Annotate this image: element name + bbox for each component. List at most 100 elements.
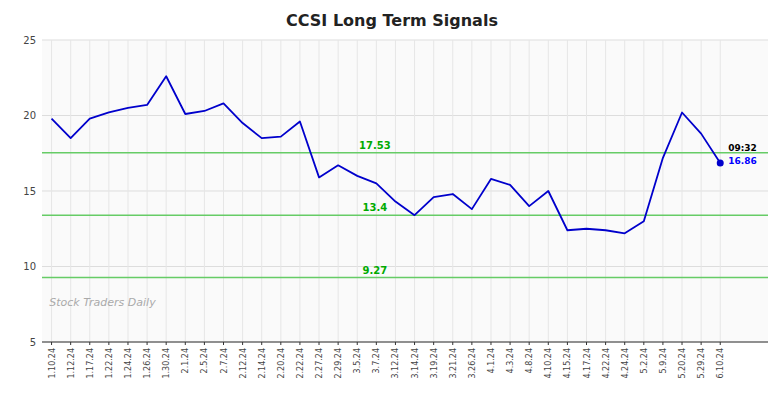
x-tick <box>223 342 224 345</box>
x-tick <box>204 342 205 345</box>
grid-line-x <box>280 40 281 342</box>
grid-line-x <box>701 40 702 342</box>
x-tick-label: 1.10.24 <box>48 348 57 379</box>
marks <box>42 76 768 277</box>
grid-line-x <box>395 40 396 342</box>
y-tick-label: 15 <box>23 186 36 197</box>
x-tick <box>51 342 52 345</box>
x-tick <box>586 342 587 345</box>
reference-label: 9.27 <box>362 265 387 276</box>
x-tick <box>605 342 606 345</box>
x-tick-label: 4.1.24 <box>487 348 496 373</box>
grid-line-x <box>299 40 300 342</box>
x-tick <box>108 342 109 345</box>
x-tick-label: 1.26.24 <box>143 348 152 379</box>
x-tick <box>682 342 683 345</box>
x-tick <box>357 342 358 345</box>
grid-line-x <box>357 40 358 342</box>
x-tick <box>662 342 663 345</box>
last-point <box>717 159 724 166</box>
y-tick-label: 25 <box>23 35 36 46</box>
x-tick <box>701 342 702 345</box>
x-tick-label: 5.9.24 <box>659 348 668 373</box>
x-tick-label: 4.8.24 <box>525 348 534 373</box>
x-tick <box>643 342 644 345</box>
grid-line-x <box>624 40 625 342</box>
reference-label: 13.4 <box>362 202 387 213</box>
chart: CCSI Long Term Signals5101520251.10.241.… <box>0 0 784 398</box>
grid-line-x <box>720 40 721 342</box>
x-tick-label: 3.21.24 <box>449 348 458 379</box>
x-tick-label: 3.26.24 <box>468 348 477 379</box>
grid-line-x <box>529 40 530 342</box>
x-tick-label: 5.2.24 <box>640 348 649 373</box>
x-tick-label: 1.24.24 <box>124 348 133 379</box>
x-tick <box>490 342 491 345</box>
reference-line <box>42 214 768 216</box>
grid-line-x <box>414 40 415 342</box>
x-tick-label: 6.10.24 <box>716 348 725 379</box>
grid-line-x <box>490 40 491 342</box>
x-tick <box>529 342 530 345</box>
x-tick <box>376 342 377 345</box>
grid-line-y <box>42 191 768 192</box>
grid-line-x <box>605 40 606 342</box>
x-tick-label: 2.29.24 <box>334 348 343 379</box>
x-tick-label: 3.5.24 <box>353 348 362 373</box>
x-tick <box>299 342 300 345</box>
x-tick-label: 2.1.24 <box>181 348 190 373</box>
grid-line-y <box>42 266 768 267</box>
x-tick-label: 4.15.24 <box>563 348 572 379</box>
x-tick <box>567 342 568 345</box>
x-tick-label: 1.30.24 <box>162 348 171 379</box>
x-tick-label: 3.19.24 <box>430 348 439 379</box>
x-tick-label: 4.24.24 <box>621 348 630 379</box>
grid-line-x <box>166 40 167 342</box>
x-tick <box>166 342 167 345</box>
annotation-time: 09:32 <box>728 143 757 153</box>
x-tick <box>319 342 320 345</box>
title: CCSI Long Term Signals <box>286 11 498 30</box>
grid-line-x <box>471 40 472 342</box>
x-axis: 1.10.241.12.241.17.241.22.241.24.241.26.… <box>42 342 768 379</box>
x-tick-label: 4.3.24 <box>506 348 515 373</box>
x-tick <box>338 342 339 345</box>
x-tick <box>261 342 262 345</box>
x-tick <box>414 342 415 345</box>
x-tick <box>624 342 625 345</box>
grid-line-x <box>452 40 453 342</box>
x-tick <box>242 342 243 345</box>
plot-area <box>42 40 768 342</box>
x-tick <box>89 342 90 345</box>
x-tick-label: 2.12.24 <box>239 348 248 379</box>
y-tick-label: 5 <box>30 337 36 348</box>
x-tick <box>510 342 511 345</box>
grid-line-x <box>185 40 186 342</box>
x-tick <box>127 342 128 345</box>
x-axis-line <box>42 342 768 343</box>
x-tick-label: 1.17.24 <box>86 348 95 379</box>
x-tick <box>720 342 721 345</box>
x-tick <box>280 342 281 345</box>
x-tick <box>433 342 434 345</box>
y-tick-label: 20 <box>23 110 36 121</box>
reference-labels: 17.53 13.4 9.27 <box>359 140 391 276</box>
x-tick-label: 2.27.24 <box>315 348 324 379</box>
x-tick-label: 2.20.24 <box>277 348 286 379</box>
grid <box>42 40 768 342</box>
x-tick-label: 2.5.24 <box>200 348 209 373</box>
x-tick <box>548 342 549 345</box>
x-tick-label: 2.14.24 <box>258 348 267 379</box>
reference-label: 17.53 <box>359 140 391 151</box>
grid-line-x <box>319 40 320 342</box>
x-tick-label: 3.14.24 <box>411 348 420 379</box>
grid-line-x <box>433 40 434 342</box>
grid-line-y <box>42 342 768 343</box>
x-tick <box>70 342 71 345</box>
x-tick <box>147 342 148 345</box>
grid-line-x <box>510 40 511 342</box>
x-tick-label: 5.20.24 <box>678 348 687 379</box>
watermark: Stock Traders Daily <box>49 296 156 309</box>
y-tick-label: 10 <box>23 261 36 272</box>
grid-line-x <box>567 40 568 342</box>
